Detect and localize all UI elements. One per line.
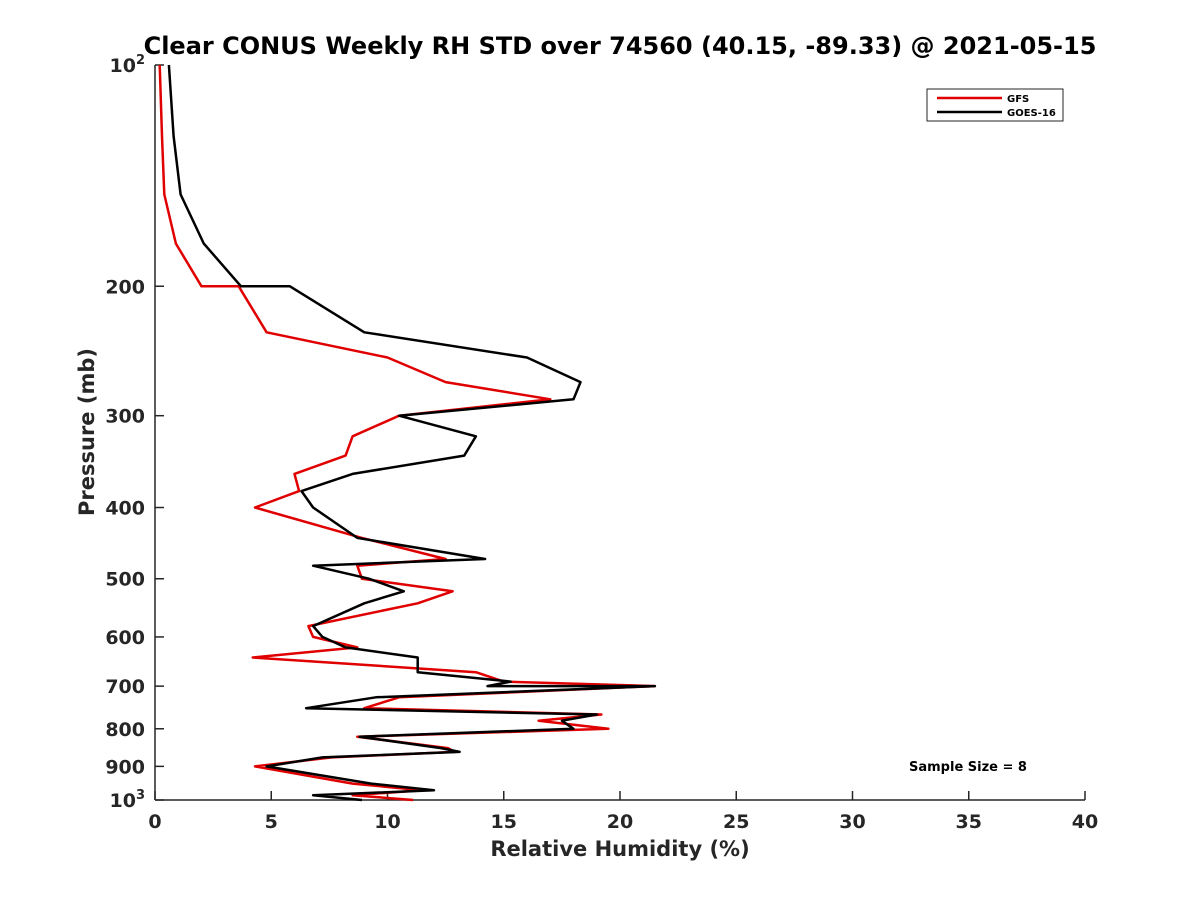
legend-entry-label: GFS — [1007, 94, 1029, 105]
series-line-goes-16 — [167, 64, 657, 802]
y-tick-label: 600 — [105, 627, 145, 649]
y-tick-label: 200 — [105, 276, 145, 298]
x-tick-label: 35 — [956, 811, 982, 833]
x-tick-label: 15 — [491, 811, 517, 833]
series-line-gfs — [158, 64, 657, 802]
x-tick-label: 40 — [1072, 811, 1098, 833]
x-tick-label: 20 — [607, 811, 633, 833]
y-tick-label: 700 — [105, 676, 145, 698]
x-ticks: 0 5 10 15 20 25 30 35 40 — [148, 791, 1098, 833]
y-tick-label: 900 — [105, 756, 145, 778]
y-tick-label: 102 — [110, 53, 146, 77]
y-tick-exponent: 2 — [136, 53, 145, 68]
x-tick-label: 10 — [374, 811, 400, 833]
series-lines — [158, 64, 657, 802]
x-tick-label: 0 — [148, 811, 161, 833]
legend-entry-label: GOES-16 — [1007, 108, 1056, 119]
x-tick-label: 5 — [265, 811, 278, 833]
axes — [154, 65, 1085, 801]
x-tick-label: 30 — [839, 811, 865, 833]
y-tick-base: 10 — [110, 55, 136, 77]
y-tick-label: 103 — [110, 788, 146, 812]
y-tick-label: 500 — [105, 569, 145, 591]
y-tick-label: 300 — [105, 406, 145, 428]
y-tick-label: 800 — [105, 719, 145, 741]
y-tick-exponent: 3 — [136, 788, 145, 803]
chart-title: Clear CONUS Weekly RH STD over 74560 (40… — [144, 32, 1097, 60]
legend: GFS GOES-16 — [926, 88, 1064, 122]
legend-box — [926, 88, 1064, 122]
legend-items: GFS GOES-16 — [937, 94, 1056, 119]
y-tick-label: 400 — [105, 498, 145, 520]
y-tick-base: 10 — [110, 790, 136, 812]
y-axis-label: Pressure (mb) — [75, 348, 99, 516]
x-tick-label: 25 — [723, 811, 749, 833]
x-axis-label: Relative Humidity (%) — [490, 837, 749, 861]
sample-size-annotation: Sample Size = 8 — [909, 760, 1027, 775]
